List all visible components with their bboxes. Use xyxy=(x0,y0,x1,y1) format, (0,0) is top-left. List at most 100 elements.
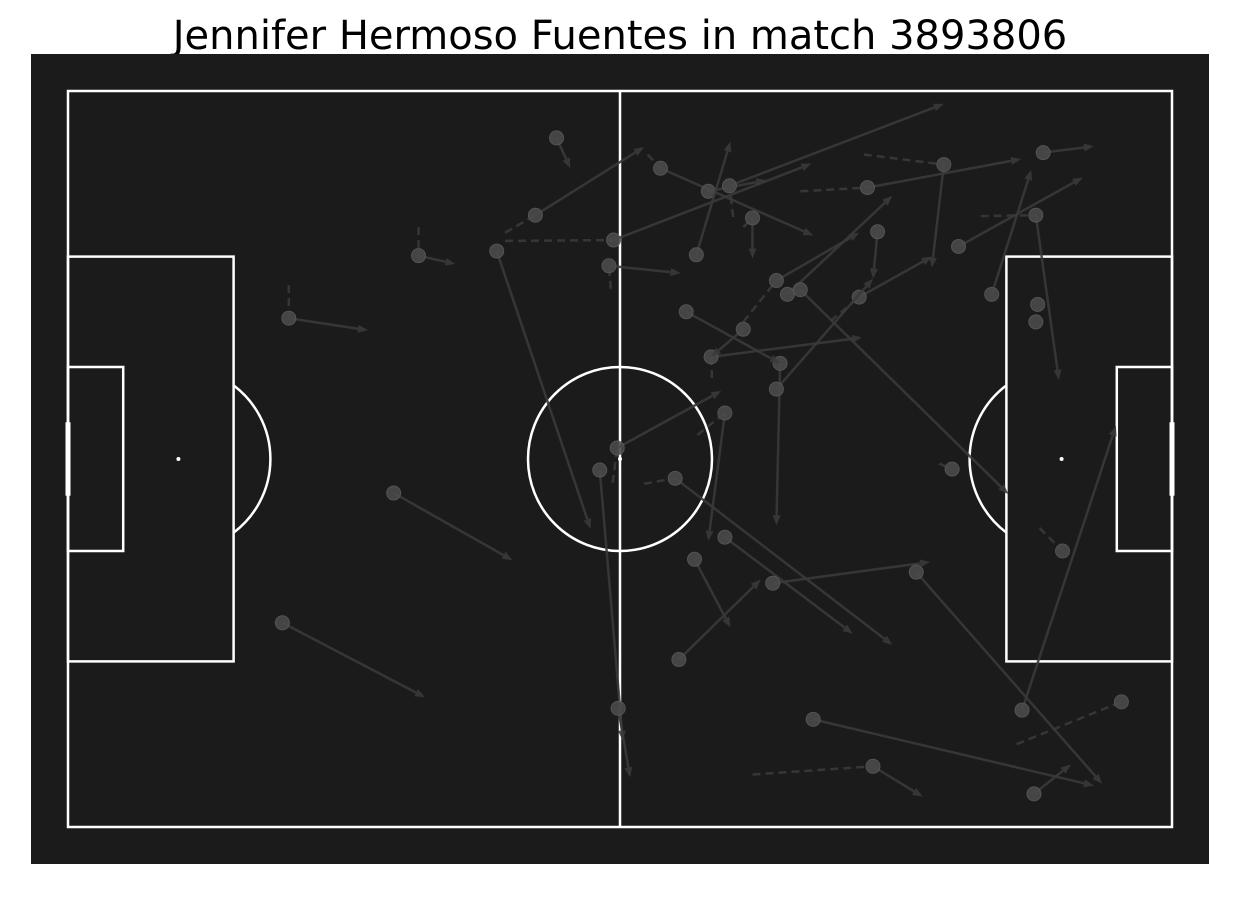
event-41 xyxy=(805,711,1094,788)
event-40 xyxy=(1016,694,1129,746)
pass-line xyxy=(393,491,505,557)
pass-arrowhead xyxy=(772,515,781,526)
event-38 xyxy=(1038,527,1071,559)
event-start-marker xyxy=(717,529,733,545)
pass-arrowhead xyxy=(800,163,812,172)
centre-spot xyxy=(618,457,622,461)
event-start-marker xyxy=(489,243,505,259)
pass-line xyxy=(608,264,671,274)
event-48 xyxy=(1030,296,1046,312)
event-start-marker xyxy=(652,160,668,176)
carry-line xyxy=(1016,700,1122,746)
event-29 xyxy=(696,405,733,541)
pass-line xyxy=(613,166,803,242)
event-start-marker xyxy=(678,304,694,320)
pass-line xyxy=(775,285,868,390)
event-start-marker xyxy=(527,207,543,223)
event-start-marker xyxy=(765,575,781,591)
event-5 xyxy=(504,163,812,248)
event-start-marker xyxy=(984,286,1000,302)
pass-arrowhead xyxy=(1060,764,1071,774)
event-start-marker xyxy=(870,224,886,240)
event-31 xyxy=(643,470,893,645)
event-start-marker xyxy=(908,564,924,580)
pass-arrowhead xyxy=(722,616,731,628)
pass-arrowhead xyxy=(912,788,923,797)
pass-arrowhead xyxy=(748,248,757,259)
pass-line xyxy=(867,159,1012,189)
pass-line xyxy=(685,310,772,360)
pass-line xyxy=(786,201,886,296)
pass-line xyxy=(693,558,727,620)
pass-arrowhead xyxy=(1092,773,1103,784)
pass-arrowhead xyxy=(1024,170,1033,181)
pass-arrowhead xyxy=(414,689,425,698)
pass-line xyxy=(872,765,915,793)
event-start-marker xyxy=(1035,145,1051,161)
pass-arrowhead xyxy=(710,390,722,400)
event-21 xyxy=(980,207,1062,380)
event-start-marker xyxy=(549,130,565,146)
event-start-marker xyxy=(606,232,622,248)
event-start-marker xyxy=(717,405,733,421)
pass-arrowhead xyxy=(711,347,722,357)
event-42 xyxy=(752,758,923,797)
event-9 xyxy=(721,103,944,218)
event-1 xyxy=(411,227,456,266)
pass-arrowhead xyxy=(705,530,714,541)
pass-line xyxy=(729,106,935,187)
event-13 xyxy=(779,195,893,302)
pass-line xyxy=(616,708,630,768)
pass-line xyxy=(598,469,624,731)
event-start-marker xyxy=(667,470,683,486)
pass-arrowhead xyxy=(562,157,571,169)
pass-line xyxy=(1020,434,1114,711)
event-start-marker xyxy=(1014,702,1030,718)
pass-arrowhead xyxy=(921,256,932,265)
pass-line xyxy=(858,260,924,299)
carry-line xyxy=(752,765,874,776)
event-39 xyxy=(1014,425,1117,718)
event-start-marker xyxy=(386,485,402,501)
event-start-marker xyxy=(274,615,290,631)
pass-arrowhead xyxy=(633,147,644,156)
event-start-marker xyxy=(1026,786,1042,802)
event-start-marker xyxy=(1055,543,1071,559)
pass-line xyxy=(288,317,359,330)
event-46 xyxy=(274,615,425,698)
event-start-marker xyxy=(779,286,795,302)
pass-line xyxy=(775,236,852,282)
event-start-marker xyxy=(951,238,967,254)
event-37 xyxy=(938,461,960,477)
pass-line xyxy=(695,150,729,256)
events-layer xyxy=(274,103,1129,802)
event-start-marker xyxy=(944,461,960,477)
pass-arrowhead xyxy=(769,355,781,364)
left-penalty-arc xyxy=(232,384,272,534)
pass-line xyxy=(915,571,1097,778)
event-start-marker xyxy=(671,652,687,668)
event-33 xyxy=(687,551,731,628)
pass-arrowhead xyxy=(869,268,878,279)
pass-arrowhead xyxy=(998,484,1009,494)
event-24 xyxy=(772,355,788,526)
event-45 xyxy=(281,285,368,333)
pass-arrowhead xyxy=(929,257,938,268)
event-start-marker xyxy=(687,551,703,567)
event-35 xyxy=(765,559,931,591)
event-30 xyxy=(592,462,626,741)
event-start-marker xyxy=(936,157,952,173)
pass-line xyxy=(772,562,921,585)
pass-line xyxy=(674,477,886,640)
carry-line xyxy=(742,279,778,323)
event-start-marker xyxy=(688,247,704,263)
pass-arrowhead xyxy=(933,103,944,112)
right-penalty-spot xyxy=(1059,457,1064,461)
event-start-marker xyxy=(1028,314,1044,330)
event-27 xyxy=(768,278,873,397)
carry-line xyxy=(980,213,1036,218)
event-start-marker xyxy=(610,700,626,716)
event-start-marker xyxy=(1113,694,1129,710)
event-44 xyxy=(610,700,633,778)
pass-line xyxy=(708,412,727,532)
